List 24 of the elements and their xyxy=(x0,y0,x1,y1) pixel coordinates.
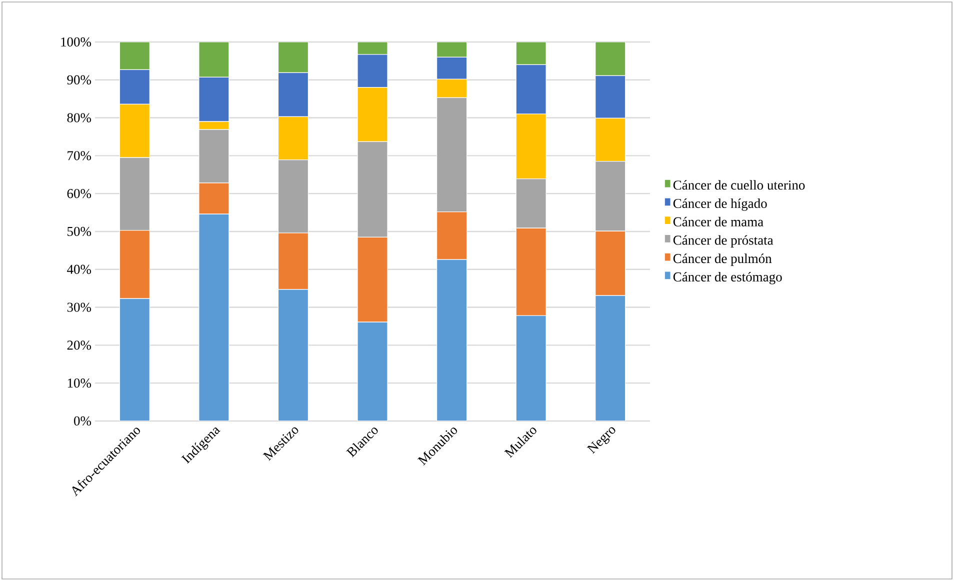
legend-label: Cáncer de estómago xyxy=(673,272,782,284)
y-tick-label: 40% xyxy=(67,264,92,274)
y-tick-label: 90% xyxy=(67,75,92,84)
y-tick-label: 80% xyxy=(67,113,92,122)
legend-label: Cáncer de próstata xyxy=(673,235,774,248)
y-tick-label: 0% xyxy=(74,416,92,426)
y-tick-label: 50% xyxy=(68,226,92,236)
legend-label: Cáncer de pulmón xyxy=(673,254,772,266)
y-tick-label: 20% xyxy=(67,340,92,350)
y-tick-label: 100% xyxy=(61,37,92,47)
y-tick-label: 30% xyxy=(67,302,92,312)
bar xyxy=(357,322,388,421)
bar xyxy=(595,295,626,421)
bar xyxy=(436,259,468,421)
bar xyxy=(198,214,230,421)
bar xyxy=(119,298,150,421)
legend-label: Cáncer de mama xyxy=(673,216,764,226)
legend-label: Cáncer de cuello uterino xyxy=(673,180,805,190)
bar xyxy=(278,289,309,421)
bar xyxy=(516,315,546,421)
y-tick-label: 10% xyxy=(68,378,92,388)
y-tick-label: 70% xyxy=(68,151,92,160)
y-tick-label: 60% xyxy=(67,189,92,198)
legend-label: Cáncer de hígado xyxy=(673,198,767,211)
